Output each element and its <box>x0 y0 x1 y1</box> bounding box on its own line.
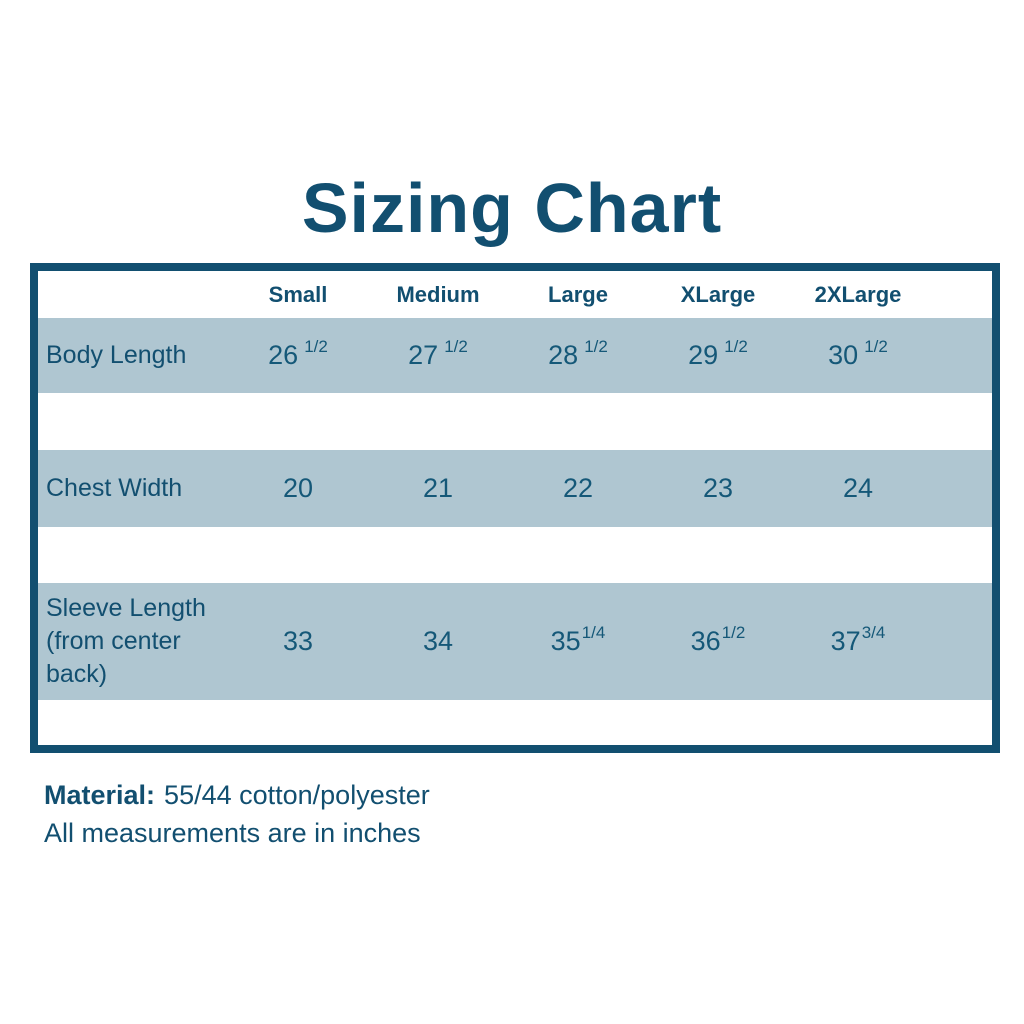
column-header-xlarge: XLarge <box>680 281 756 307</box>
fraction: 1/2 <box>304 337 328 356</box>
row-label: Body Length <box>46 341 187 369</box>
cell-value: 22 <box>562 473 594 503</box>
table-header-row: Small Medium Large XLarge 2XLarge <box>38 271 992 318</box>
fraction: 1/4 <box>581 623 606 642</box>
cell-value: 34 <box>422 626 454 656</box>
cell-value: 26 1/2 <box>268 337 328 370</box>
column-header-small: Small <box>268 281 328 307</box>
table-row-chest-width: Chest Width 20 21 22 23 24 <box>38 450 992 527</box>
sizing-table: Small Medium Large XLarge 2XLarge Body L… <box>30 263 1000 753</box>
fraction: 1/2 <box>444 337 468 356</box>
measurements-note: All measurements are in inches <box>44 818 421 848</box>
cell-value: 23 <box>702 473 734 503</box>
page-title: Sizing Chart <box>301 169 723 247</box>
material-value: 55/44 cotton/polyester <box>164 780 430 810</box>
table-row-sleeve-length: Sleeve Length (from center back) 33 34 3… <box>38 583 992 700</box>
material-label: Material: <box>44 780 156 810</box>
cell-value: 373/4 <box>830 623 886 656</box>
cell-value: 30 1/2 <box>828 337 888 370</box>
cell-value: 351/4 <box>550 623 606 656</box>
cell-value: 20 <box>282 473 314 503</box>
cell-value: 24 <box>842 473 874 503</box>
column-header-2xlarge: 2XLarge <box>814 281 902 307</box>
cell-value: 28 1/2 <box>548 337 608 370</box>
fraction: 1/2 <box>724 337 748 356</box>
cell-value: 21 <box>422 473 454 503</box>
fraction: 1/2 <box>584 337 608 356</box>
material-note: Material: 55/44 cotton/polyester <box>44 776 430 814</box>
cell-value: 27 1/2 <box>408 337 468 370</box>
fraction: 3/4 <box>861 623 886 642</box>
fraction: 1/2 <box>721 623 746 642</box>
fraction: 1/2 <box>864 337 888 356</box>
cell-value: 29 1/2 <box>688 337 748 370</box>
table-row-body-length: Body Length 26 1/2 27 1/2 28 1/2 29 1/2 30 1/… <box>38 318 992 393</box>
cell-value: 33 <box>282 626 314 656</box>
row-label: Sleeve Length (from center back) <box>46 594 206 688</box>
spacer-row <box>38 527 992 583</box>
cell-value: 361/2 <box>690 623 746 656</box>
footer-notes: Material: 55/44 cotton/polyester All meas… <box>44 776 430 852</box>
row-label: Chest Width <box>46 474 183 502</box>
spacer-row <box>38 393 992 450</box>
column-header-medium: Medium <box>396 281 480 307</box>
column-header-large: Large <box>548 281 608 307</box>
